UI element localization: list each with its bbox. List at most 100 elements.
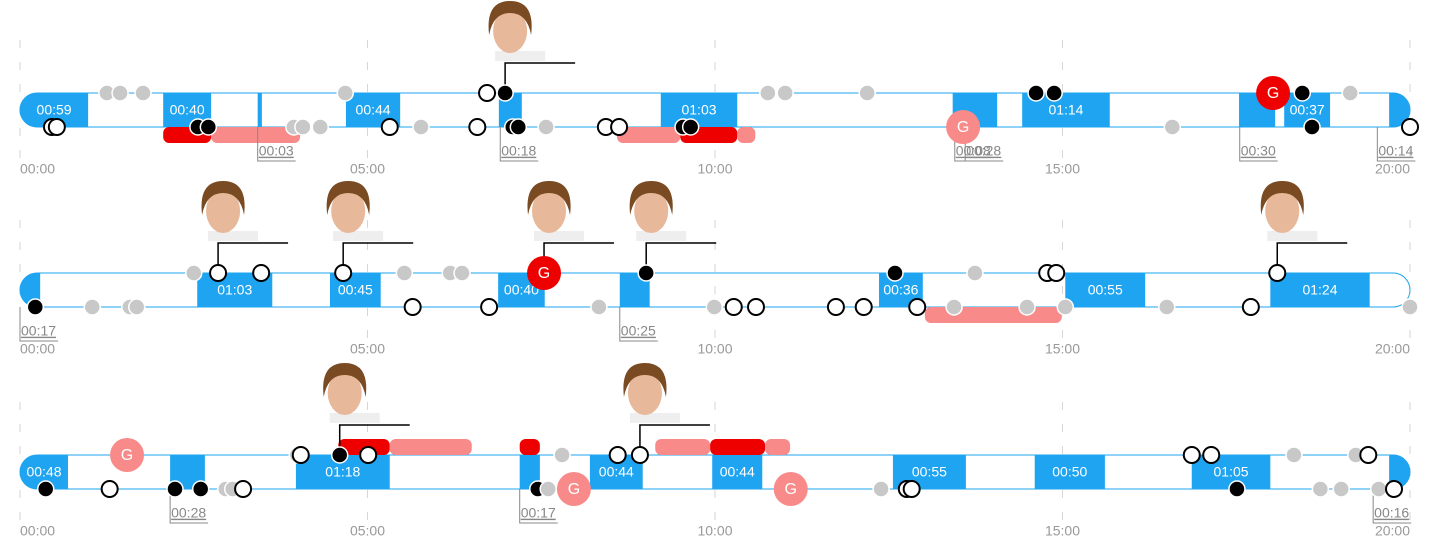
goal-label: G <box>785 481 797 498</box>
goal-label: G <box>121 447 133 464</box>
x-tick-label: 15:00 <box>1045 523 1080 539</box>
event-dot <box>27 299 43 315</box>
event-dot <box>859 85 875 101</box>
x-tick-label: 10:00 <box>697 341 732 357</box>
event-dot <box>1184 447 1200 463</box>
event-dot <box>1243 299 1259 315</box>
photo-connector <box>218 243 288 273</box>
event-dot <box>1269 265 1285 281</box>
event-dot <box>332 447 348 463</box>
player-photo <box>1261 181 1318 241</box>
event-dot <box>293 447 309 463</box>
event-dot <box>1312 481 1328 497</box>
event-dot <box>946 299 962 315</box>
event-dot <box>887 265 903 281</box>
photo-shirt <box>1267 231 1317 241</box>
penalty-bar <box>765 439 790 455</box>
player-photo <box>489 1 546 61</box>
event-dot <box>454 265 470 281</box>
block-label: 01:05 <box>1214 464 1249 480</box>
event-dot <box>413 119 429 135</box>
event-dot <box>1342 85 1358 101</box>
x-tick-label: 05:00 <box>350 161 385 177</box>
event-dot <box>481 299 497 315</box>
period-row: 00:0005:0010:0015:0020:0001:0300:4500:40… <box>20 181 1418 357</box>
photo-connector <box>646 243 716 273</box>
penalty-bar <box>655 439 710 455</box>
event-dot <box>49 119 65 135</box>
block-label: 01:14 <box>1048 102 1083 118</box>
note-label: 00:18 <box>501 143 536 159</box>
event-dot <box>396 265 412 281</box>
x-tick-label: 20:00 <box>1375 341 1410 357</box>
event-dot <box>193 481 209 497</box>
penalty-bar <box>710 439 765 455</box>
event-dot <box>1057 299 1073 315</box>
event-dot <box>335 265 351 281</box>
event-dot <box>1333 481 1349 497</box>
player-photo <box>323 363 380 423</box>
event-dot <box>1019 299 1035 315</box>
event-dot <box>748 299 764 315</box>
photo-shirt <box>636 231 686 241</box>
x-tick-label: 00:00 <box>20 161 55 177</box>
event-dot <box>337 85 353 101</box>
event-dot <box>200 119 216 135</box>
event-dot <box>510 119 526 135</box>
event-dot <box>706 299 722 315</box>
photo-shirt <box>330 413 380 423</box>
event-dot <box>1402 299 1418 315</box>
block-label: 01:18 <box>325 464 360 480</box>
event-dot <box>611 119 627 135</box>
event-dot <box>904 481 920 497</box>
event-dot <box>360 447 376 463</box>
block-label: 00:48 <box>26 464 61 480</box>
event-dot <box>1229 481 1245 497</box>
event-dot <box>253 265 269 281</box>
event-dot <box>167 481 183 497</box>
period-row: 00:0005:0010:0015:0020:0000:4801:1800:44… <box>20 363 1411 539</box>
x-tick-label: 05:00 <box>350 523 385 539</box>
block-label: 00:50 <box>1052 464 1087 480</box>
event-dot <box>1164 119 1180 135</box>
event-dot <box>1304 119 1320 135</box>
player-photo <box>327 181 384 241</box>
block-label: 01:03 <box>681 102 716 118</box>
period-row: 00:0005:0010:0015:0020:0000:5900:4000:44… <box>20 1 1418 177</box>
x-tick-label: 10:00 <box>697 161 732 177</box>
event-dot <box>726 299 742 315</box>
event-dot <box>84 299 100 315</box>
block-label: 00:44 <box>356 102 391 118</box>
event-dot <box>1286 447 1302 463</box>
event-dot <box>1386 481 1402 497</box>
block-label: 00:44 <box>599 464 634 480</box>
photo-shirt <box>495 51 545 61</box>
goal-label: G <box>538 265 550 282</box>
note-label: 00:17 <box>521 505 556 521</box>
block-label: 00:40 <box>170 102 205 118</box>
event-dot <box>828 299 844 315</box>
event-dot <box>1402 119 1418 135</box>
event-dot <box>469 119 485 135</box>
event-dot <box>102 481 118 497</box>
photo-shirt <box>630 413 680 423</box>
note-label: 00:30 <box>1241 143 1276 159</box>
block-label: 00:37 <box>1290 102 1325 118</box>
event-dot <box>554 447 570 463</box>
event-dot <box>1159 299 1175 315</box>
event-dot <box>112 85 128 101</box>
block-label: 00:59 <box>37 102 72 118</box>
photo-connector <box>1277 243 1347 273</box>
x-tick-label: 00:00 <box>20 523 55 539</box>
event-dot <box>967 265 983 281</box>
event-dot <box>540 481 556 497</box>
event-dot <box>497 85 513 101</box>
goal-label: G <box>1267 85 1279 102</box>
goal-label: G <box>568 481 580 498</box>
photo-connector <box>505 63 575 93</box>
event-dot <box>1046 85 1062 101</box>
event-dot <box>1294 85 1310 101</box>
x-tick-label: 20:00 <box>1375 523 1410 539</box>
block-label: 00:36 <box>883 282 918 298</box>
